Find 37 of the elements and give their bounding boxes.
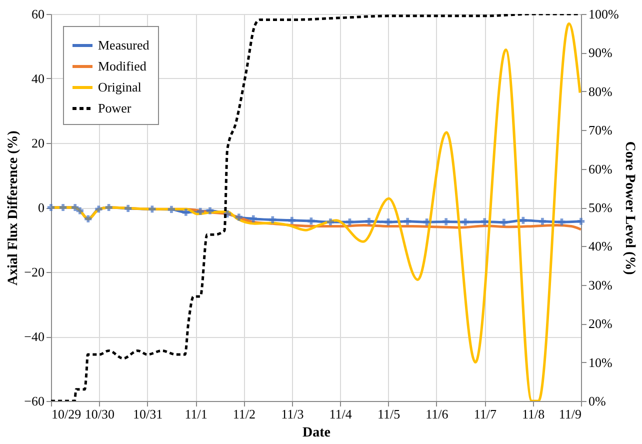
y2-tick-label: 90%	[588, 45, 612, 60]
y-tick-label: −60	[24, 394, 44, 408]
y-tick-label: −40	[24, 329, 44, 344]
x-tick-label: 11/1	[184, 406, 208, 422]
y-tick-label: 60	[32, 6, 44, 22]
y2-tick-label: 0%	[588, 394, 606, 408]
y-tick-label: −20	[24, 264, 44, 280]
x-tick-label: 10/29	[52, 406, 82, 422]
y2-tick-label: 30%	[588, 277, 612, 292]
x-tick-label: 11/6	[426, 406, 449, 422]
x-tick-label: 11/8	[522, 406, 545, 422]
y-tick-label: 0	[38, 200, 44, 215]
y2-axis-title: Core Power Level (%)	[622, 141, 637, 276]
x-tick-label: 11/2	[232, 406, 256, 422]
y-tick-label: 20	[32, 136, 44, 150]
y2-tick-label: 100%	[588, 6, 619, 22]
x-tick-label: 10/31	[133, 406, 163, 422]
y2-tick-label: 40%	[588, 238, 612, 254]
legend-label: Modified	[98, 58, 147, 74]
legend-label: Measured	[98, 38, 150, 52]
x-tick-label: 11/7	[474, 406, 497, 422]
x-axis-title: Date	[302, 426, 330, 440]
y2-tick-label: 20%	[588, 316, 612, 332]
x-tick-label: 11/9	[558, 406, 582, 422]
x-tick-label: 10/30	[84, 406, 114, 422]
y-axis-title: Axial Flux Difference (%)	[6, 130, 22, 286]
y2-tick-label: 10%	[588, 354, 612, 370]
x-tick-label: 11/3	[281, 406, 304, 422]
y2-tick-label: 60%	[588, 161, 612, 176]
y2-tick-label: 70%	[588, 122, 612, 138]
legend-label: Power	[98, 100, 132, 116]
legend-label: Original	[98, 80, 142, 94]
y2-tick-label: 50%	[588, 200, 612, 215]
y2-tick-label: 80%	[588, 84, 612, 99]
x-tick-label: 11/4	[329, 406, 352, 422]
y-tick-label: 40	[32, 71, 44, 86]
x-tick-label: 11/5	[377, 406, 400, 422]
